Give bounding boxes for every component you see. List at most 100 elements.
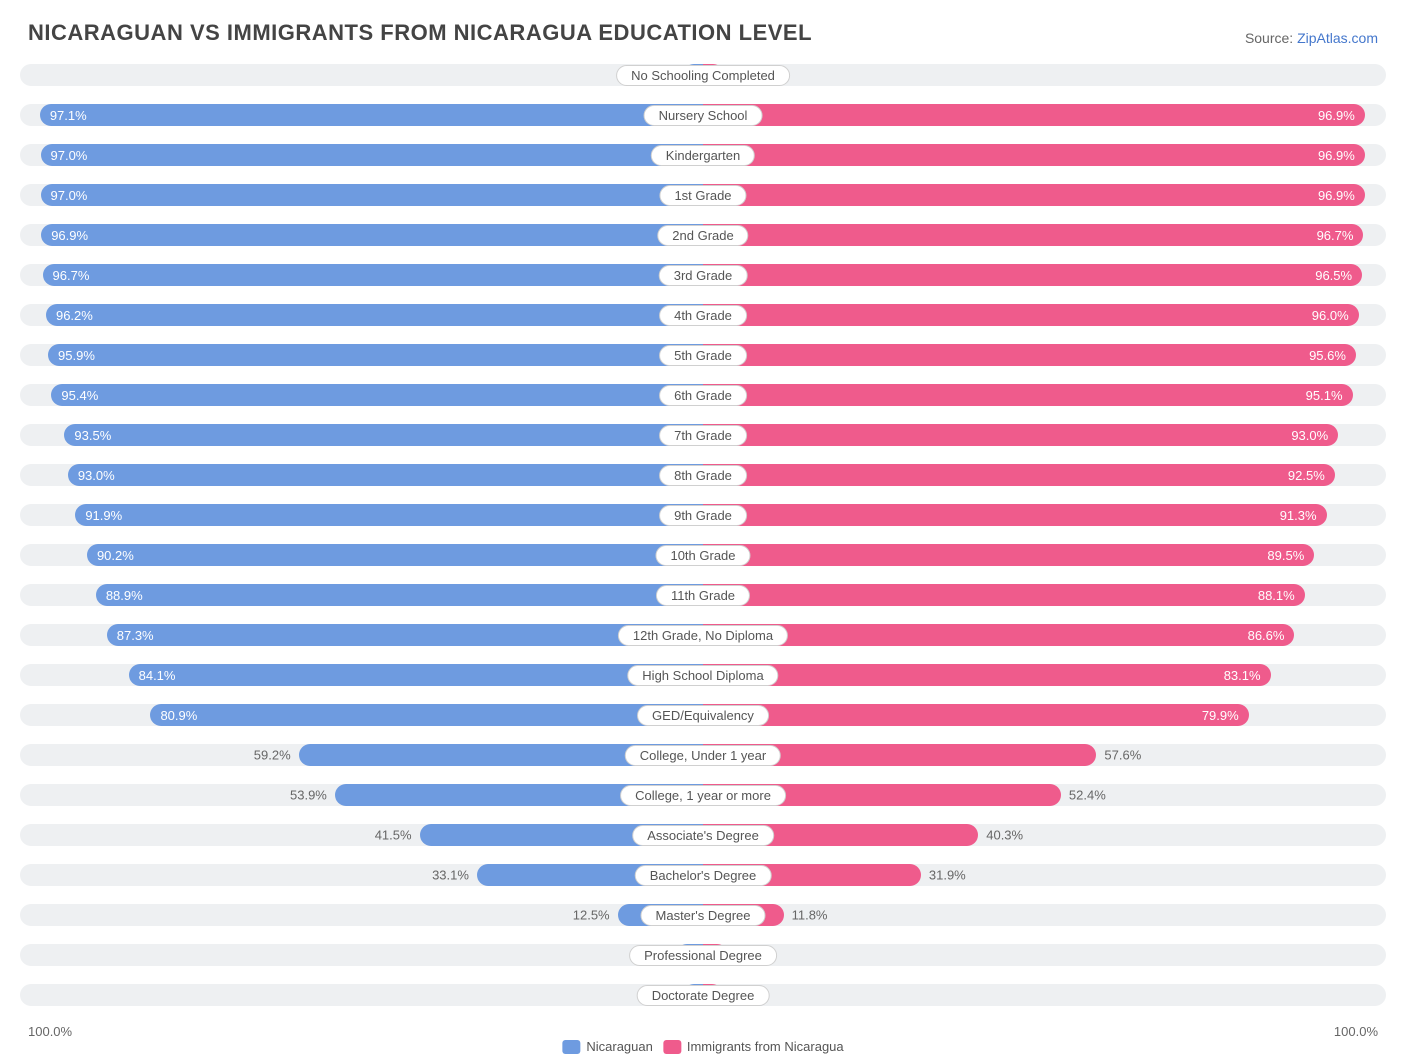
bar-right: 95.1% [703,384,1353,406]
bar-left-value: 87.3% [117,628,154,643]
bar-right-value: 88.1% [1258,588,1295,603]
legend-swatch-right [663,1040,681,1054]
bar-left: 87.3% [107,624,703,646]
category-label: 1st Grade [659,185,746,206]
category-label: GED/Equivalency [637,705,769,726]
chart-row: 33.1%31.9%Bachelor's Degree [20,860,1386,890]
bar-right-value: 96.9% [1318,188,1355,203]
category-label: College, 1 year or more [620,785,786,806]
legend-label-right: Immigrants from Nicaragua [687,1039,844,1054]
bar-right: 96.0% [703,304,1359,326]
category-label: 10th Grade [655,545,750,566]
chart-footer: 100.0% 100.0% Nicaraguan Immigrants from… [20,1020,1386,1044]
chart-row: 95.9%95.6%5th Grade [20,340,1386,370]
chart-row: 1.5%1.4%Doctorate Degree [20,980,1386,1010]
bar-left-value: 41.5% [375,828,412,843]
diverging-bar-chart: 2.9%3.1%No Schooling Completed 97.1% 96.9%… [20,60,1386,1010]
bar-right: 79.9% [703,704,1249,726]
chart-row: 97.1% 96.9% Nursery School [20,100,1386,130]
category-label: Associate's Degree [632,825,774,846]
bar-right: 96.9% [703,144,1365,166]
chart-row: 88.9% 88.1% 11th Grade [20,580,1386,610]
bar-right-value: 93.0% [1291,428,1328,443]
category-label: 2nd Grade [657,225,748,246]
chart-header: NICARAGUAN VS IMMIGRANTS FROM NICARAGUA … [20,20,1386,46]
bar-right: 96.7% [703,224,1363,246]
bar-right-value: 83.1% [1224,668,1261,683]
bar-right-value: 79.9% [1202,708,1239,723]
bar-right-value: 11.8% [792,908,828,923]
category-label: College, Under 1 year [625,745,781,766]
bar-right: 93.0% [703,424,1338,446]
source-label: Source: [1245,30,1293,46]
chart-row: 90.2%89.5%10th Grade [20,540,1386,570]
category-label: Bachelor's Degree [635,865,772,886]
bar-left-value: 96.9% [51,228,88,243]
bar-left-value: 88.9% [106,588,143,603]
bar-right: 83.1% [703,664,1271,686]
bar-left-value: 97.0% [51,148,88,163]
bar-right-value: 52.4% [1069,788,1106,803]
bar-left: 80.9% [150,704,703,726]
track-left [20,64,703,86]
chart-row: 91.9%91.3%9th Grade [20,500,1386,530]
bar-left-value: 96.7% [53,268,90,283]
legend-item-left: Nicaraguan [562,1039,653,1054]
bar-left: 93.0% [68,464,703,486]
bar-left-value: 97.1% [50,108,87,123]
legend: Nicaraguan Immigrants from Nicaragua [562,1039,843,1054]
bar-left-value: 95.9% [58,348,95,363]
category-label: Nursery School [644,105,763,126]
bar-right-value: 96.9% [1318,108,1355,123]
bar-right-value: 31.9% [929,868,966,883]
bar-right-value: 57.6% [1104,748,1141,763]
bar-right-value: 96.9% [1318,148,1355,163]
x-axis: 100.0% 100.0% [20,1020,1386,1039]
bar-left: 97.1% [40,104,703,126]
chart-row: 12.5% 11.8% Master's Degree [20,900,1386,930]
bar-left-value: 12.5% [573,908,610,923]
chart-row: 41.5%40.3%Associate's Degree [20,820,1386,850]
category-label: Master's Degree [641,905,766,926]
chart-source: Source: ZipAtlas.com [1245,30,1378,46]
source-link[interactable]: ZipAtlas.com [1297,30,1378,46]
track-right [703,984,1386,1006]
chart-title: NICARAGUAN VS IMMIGRANTS FROM NICARAGUA … [28,20,812,46]
bar-left-value: 96.2% [56,308,93,323]
legend-label-left: Nicaraguan [586,1039,653,1054]
bar-right: 91.3% [703,504,1327,526]
bar-left-value: 93.0% [78,468,115,483]
bar-left: 97.0% [41,144,704,166]
bar-right-value: 92.5% [1288,468,1325,483]
bar-left-value: 97.0% [51,188,88,203]
bar-left-value: 93.5% [74,428,111,443]
chart-row: 97.0% 96.9% Kindergarten [20,140,1386,170]
chart-row: 2.9%3.1%No Schooling Completed [20,60,1386,90]
bar-left: 84.1% [129,664,703,686]
track-left [20,944,703,966]
bar-right: 88.1% [703,584,1305,606]
chart-row: 80.9% 79.9% GED/Equivalency [20,700,1386,730]
bar-left: 96.7% [43,264,703,286]
bar-left-value: 53.9% [290,788,327,803]
chart-row: 96.2% 96.0% 4th Grade [20,300,1386,330]
legend-item-right: Immigrants from Nicaragua [663,1039,844,1054]
track-left [20,984,703,1006]
bar-left-value: 80.9% [160,708,197,723]
bar-right-value: 96.0% [1312,308,1349,323]
axis-left-max: 100.0% [28,1024,72,1039]
bar-left-value: 84.1% [139,668,176,683]
category-label: 11th Grade [656,585,750,606]
bar-left: 93.5% [64,424,703,446]
chart-row: 95.4%95.1%6th Grade [20,380,1386,410]
bar-left: 90.2% [87,544,703,566]
bar-left-value: 90.2% [97,548,134,563]
chart-row: 3.9%3.7%Professional Degree [20,940,1386,970]
bar-left: 95.4% [51,384,703,406]
category-label: 12th Grade, No Diploma [618,625,788,646]
category-label: Professional Degree [629,945,777,966]
category-label: 4th Grade [659,305,747,326]
category-label: No Schooling Completed [616,65,790,86]
category-label: High School Diploma [627,665,778,686]
category-label: Kindergarten [651,145,755,166]
